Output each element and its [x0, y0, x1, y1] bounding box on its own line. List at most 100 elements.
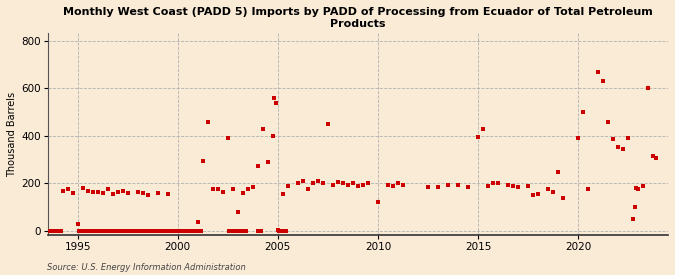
Point — [103, 229, 113, 233]
Point — [257, 126, 268, 131]
Point — [52, 229, 63, 233]
Point — [277, 192, 288, 196]
Point — [638, 184, 649, 188]
Point — [119, 229, 130, 233]
Point — [54, 229, 65, 233]
Point — [161, 229, 171, 233]
Point — [184, 229, 195, 233]
Point — [49, 229, 60, 233]
Point — [307, 181, 318, 186]
Point — [74, 229, 85, 233]
Point — [97, 191, 108, 195]
Point — [392, 181, 403, 186]
Point — [132, 229, 143, 233]
Point — [572, 136, 583, 141]
Point — [134, 229, 145, 233]
Point — [90, 229, 101, 233]
Point — [78, 186, 88, 190]
Point — [267, 134, 278, 138]
Point — [632, 187, 643, 192]
Point — [191, 229, 202, 233]
Point — [196, 229, 207, 233]
Point — [224, 229, 235, 233]
Point — [111, 229, 122, 233]
Point — [186, 229, 196, 233]
Point — [92, 229, 103, 233]
Point — [82, 188, 93, 193]
Point — [114, 229, 125, 233]
Point — [647, 154, 658, 158]
Point — [117, 229, 128, 233]
Point — [112, 189, 123, 194]
Point — [202, 119, 213, 124]
Point — [217, 189, 228, 194]
Point — [603, 119, 614, 124]
Point — [57, 188, 68, 193]
Point — [99, 229, 110, 233]
Point — [89, 229, 100, 233]
Point — [618, 147, 628, 151]
Point — [192, 229, 203, 233]
Point — [271, 100, 281, 105]
Point — [241, 229, 252, 233]
Point — [269, 95, 280, 100]
Point — [317, 181, 328, 186]
Point — [373, 200, 383, 205]
Point — [106, 229, 117, 233]
Point — [107, 192, 118, 196]
Point — [51, 229, 61, 233]
Point — [188, 229, 198, 233]
Point — [472, 135, 483, 139]
Point — [140, 229, 151, 233]
Point — [189, 229, 200, 233]
Point — [87, 229, 98, 233]
Point — [256, 229, 267, 233]
Point — [207, 187, 218, 192]
Point — [151, 229, 161, 233]
Point — [87, 189, 98, 194]
Point — [423, 185, 433, 189]
Point — [252, 229, 263, 233]
Point — [543, 187, 554, 192]
Point — [103, 187, 113, 192]
Point — [229, 229, 240, 233]
Point — [276, 229, 287, 233]
Point — [333, 180, 344, 185]
Point — [483, 184, 493, 188]
Point — [192, 219, 203, 224]
Point — [159, 229, 170, 233]
Point — [528, 193, 539, 197]
Point — [197, 159, 208, 163]
Point — [101, 229, 111, 233]
Point — [144, 229, 155, 233]
Point — [273, 228, 284, 232]
Point — [178, 229, 188, 233]
Point — [128, 229, 138, 233]
Point — [137, 191, 148, 195]
Point — [593, 69, 603, 74]
Point — [147, 229, 158, 233]
Point — [142, 229, 153, 233]
Point — [583, 187, 593, 192]
Point — [522, 184, 533, 188]
Point — [281, 229, 292, 233]
Point — [629, 205, 640, 210]
Point — [443, 182, 454, 187]
Point — [558, 196, 568, 200]
Point — [547, 189, 558, 194]
Point — [643, 86, 653, 90]
Point — [242, 187, 253, 192]
Point — [112, 229, 123, 233]
Point — [608, 137, 618, 142]
Point — [92, 189, 103, 194]
Point — [462, 185, 473, 189]
Point — [122, 229, 133, 233]
Point — [163, 192, 173, 196]
Point — [628, 217, 639, 221]
Point — [613, 144, 624, 149]
Point — [68, 191, 78, 195]
Point — [107, 229, 118, 233]
Text: Source: U.S. Energy Information Administration: Source: U.S. Energy Information Administ… — [47, 263, 246, 272]
Point — [181, 229, 192, 233]
Title: Monthly West Coast (PADD 5) Imports by PADD of Processing from Ecuador of Total : Monthly West Coast (PADD 5) Imports by P… — [63, 7, 653, 29]
